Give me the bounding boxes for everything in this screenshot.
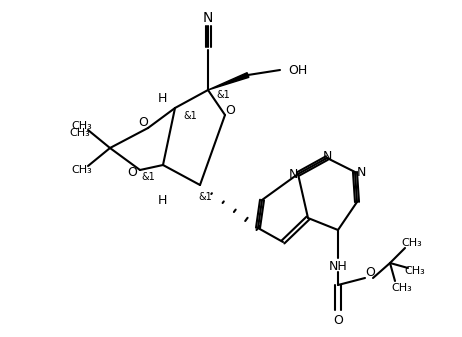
Polygon shape — [208, 73, 249, 90]
Text: N: N — [322, 150, 332, 162]
Text: N: N — [288, 167, 298, 181]
Text: OH: OH — [288, 63, 307, 76]
Text: O: O — [127, 166, 137, 180]
Text: CH₃: CH₃ — [72, 121, 92, 131]
Text: CH₃: CH₃ — [405, 266, 426, 276]
Text: O: O — [365, 267, 375, 279]
Text: N: N — [203, 11, 213, 25]
Text: O: O — [225, 103, 235, 117]
Text: CH₃: CH₃ — [72, 165, 92, 175]
Text: N: N — [356, 165, 366, 179]
Text: NH: NH — [328, 259, 347, 273]
Text: O: O — [138, 117, 148, 129]
Text: H: H — [158, 193, 167, 207]
Text: &1: &1 — [183, 111, 197, 121]
Text: CH₃: CH₃ — [69, 128, 90, 138]
Text: O: O — [333, 313, 343, 327]
Text: CH₃: CH₃ — [392, 283, 413, 293]
Text: &1: &1 — [216, 90, 230, 100]
Text: CH₃: CH₃ — [401, 238, 422, 248]
Text: &1: &1 — [198, 192, 212, 202]
Text: &1: &1 — [141, 172, 155, 182]
Text: H: H — [158, 92, 167, 104]
